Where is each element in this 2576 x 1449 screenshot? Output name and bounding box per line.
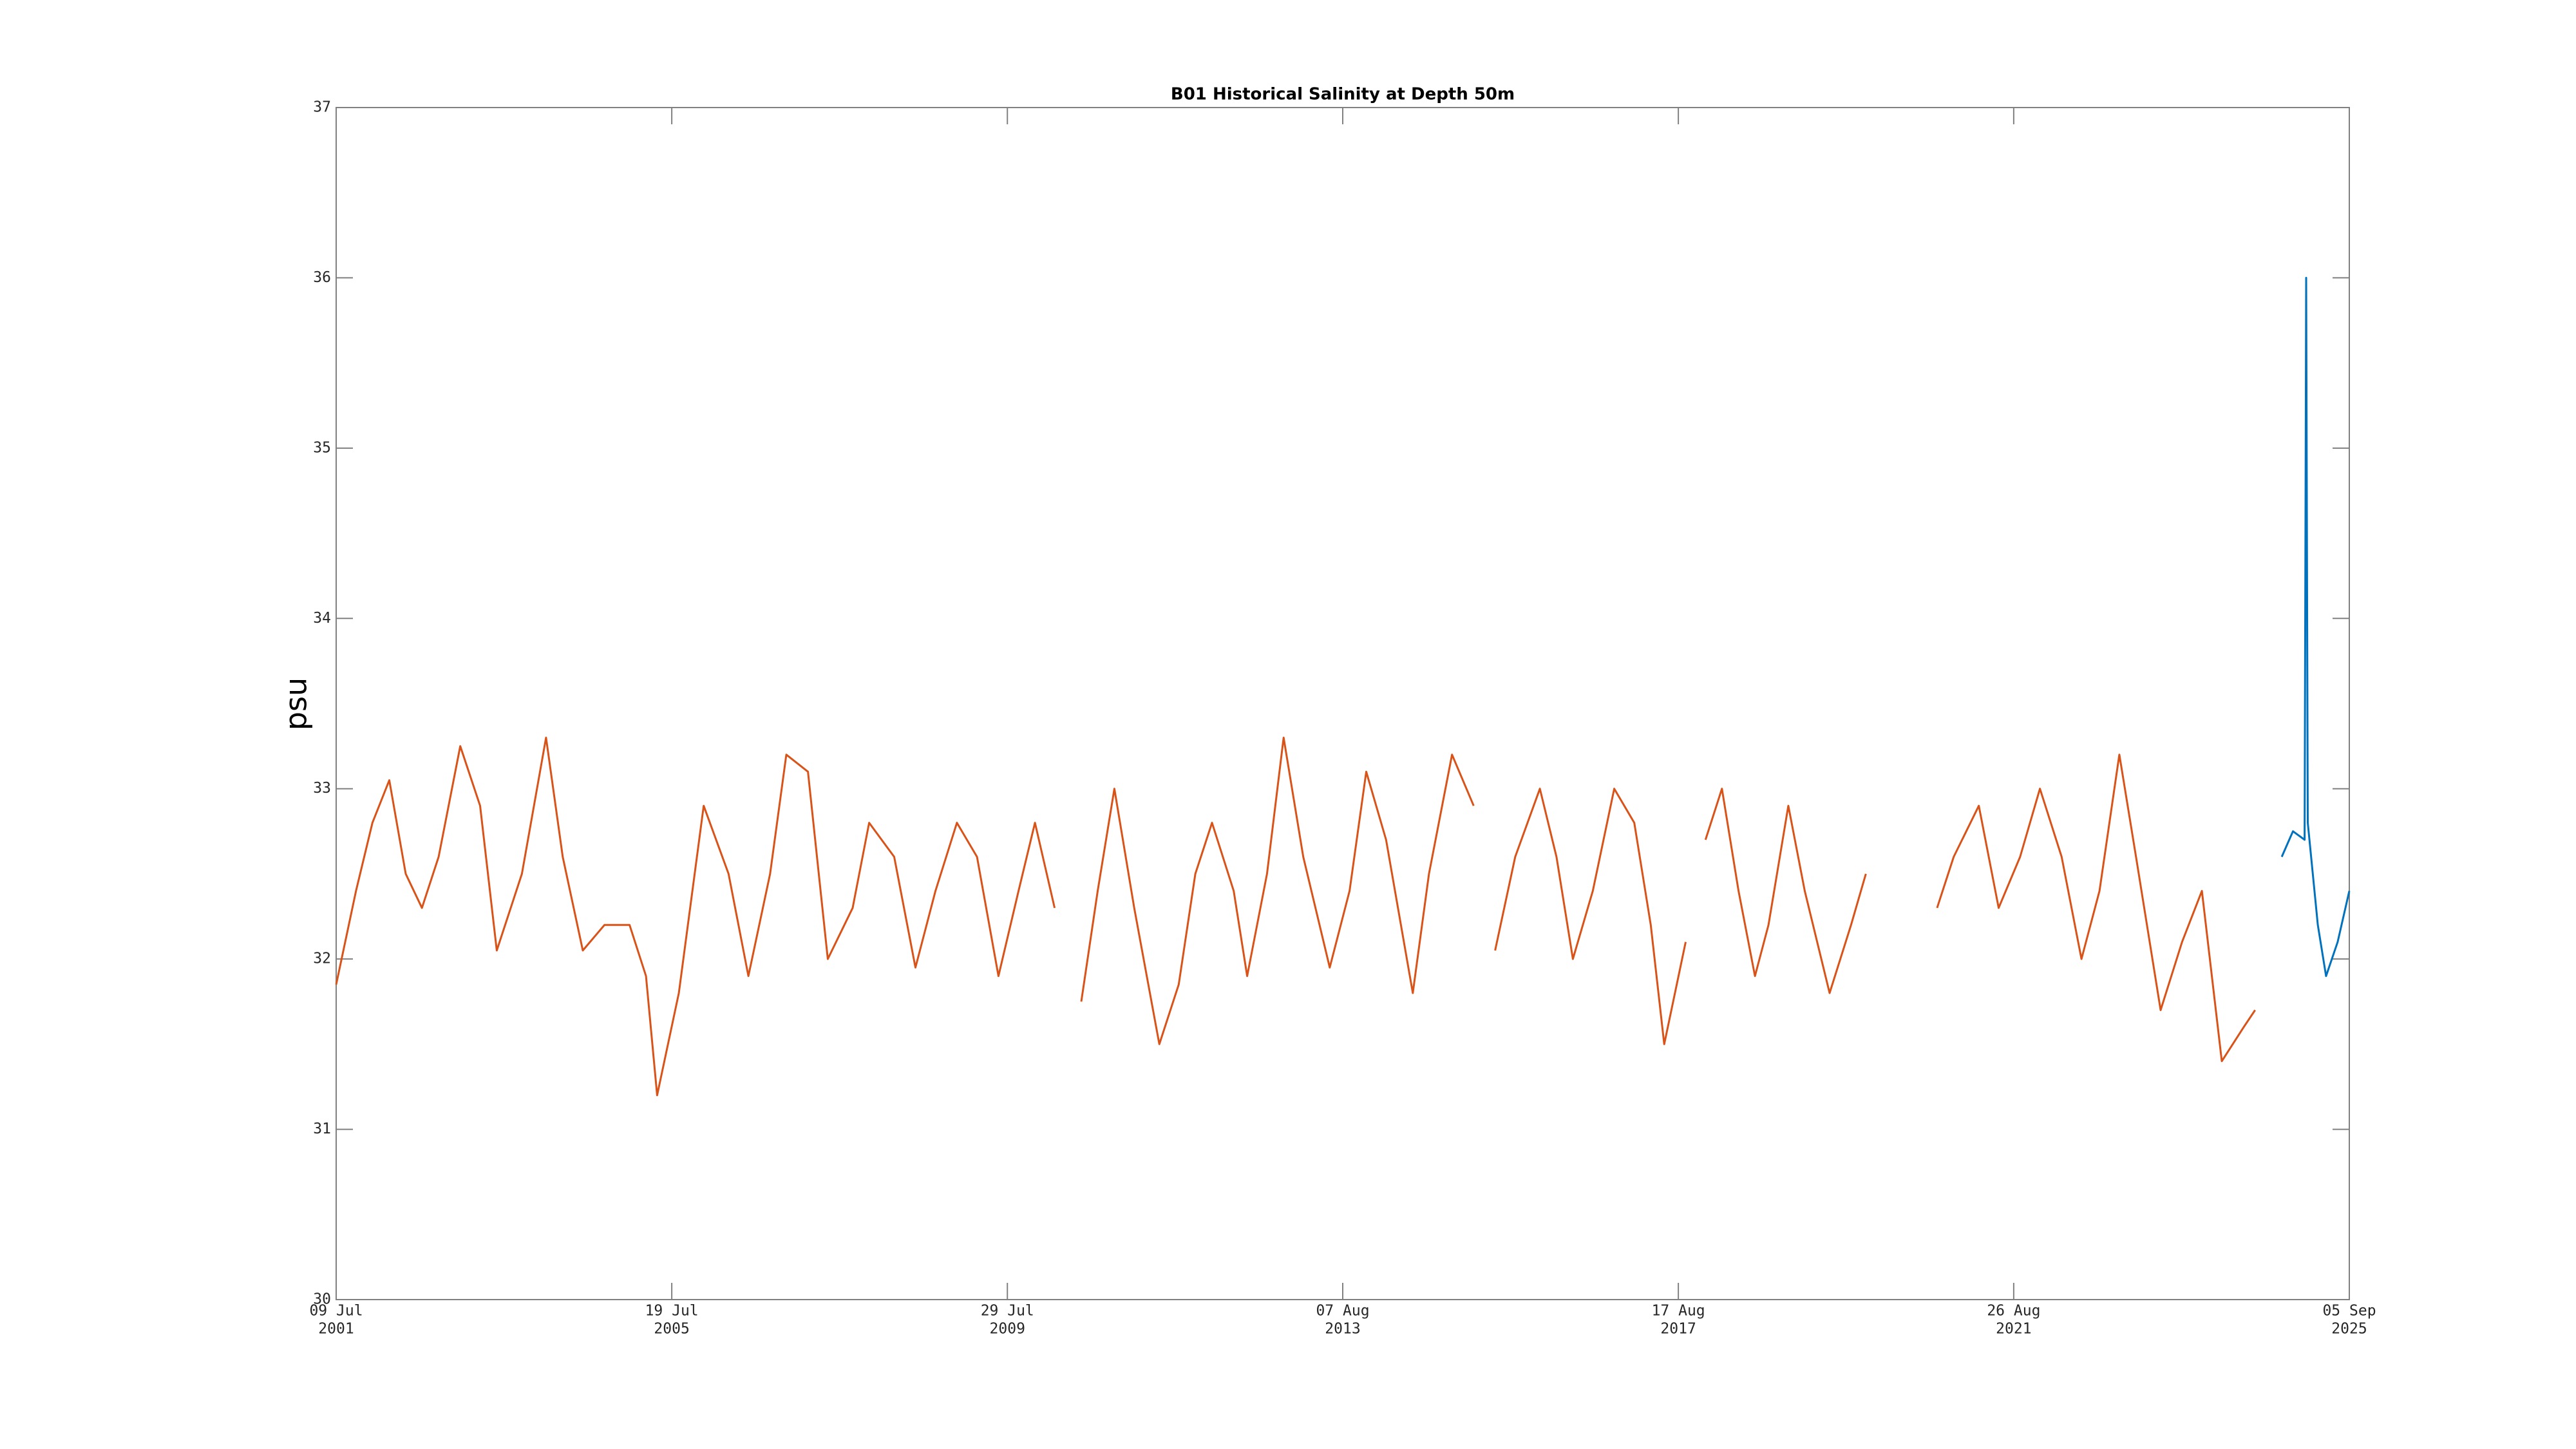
y-tick-label: 33 <box>313 780 331 797</box>
x-tick-label: 2013 <box>1325 1321 1360 1338</box>
x-tick-label: 2001 <box>318 1321 354 1338</box>
y-tick-label: 34 <box>313 610 331 627</box>
y-tick-label: 36 <box>313 269 331 286</box>
y-tick-label: 35 <box>313 439 331 456</box>
y-tick-label: 32 <box>313 951 331 967</box>
y-tick-label: 37 <box>313 99 331 116</box>
x-tick-label: 17 Aug <box>1652 1303 1705 1320</box>
data-line <box>335 736 2256 1097</box>
chart-title: B01 Historical Salinity at Depth 50m <box>1171 85 1515 104</box>
x-tick-label: 19 Jul <box>645 1303 699 1320</box>
x-tick-label: 2005 <box>654 1321 689 1338</box>
x-tick-label: 07 Aug <box>1316 1303 1369 1320</box>
data-line <box>2280 276 2351 978</box>
x-tick-label: 2025 <box>2331 1321 2367 1338</box>
y-axis-label: psu <box>279 677 314 730</box>
y-tick-label: 31 <box>313 1121 331 1137</box>
x-tick-label: 05 Sep <box>2322 1303 2376 1320</box>
x-tick-label: 2021 <box>1996 1321 2031 1338</box>
x-tick-label: 09 Jul <box>309 1303 363 1320</box>
y-tick-label: 30 <box>313 1291 331 1308</box>
x-tick-label: 2017 <box>1660 1321 1696 1338</box>
x-tick-label: 29 Jul <box>981 1303 1034 1320</box>
x-tick-label: 26 Aug <box>1987 1303 2040 1320</box>
x-tick-label: 2009 <box>990 1321 1025 1338</box>
